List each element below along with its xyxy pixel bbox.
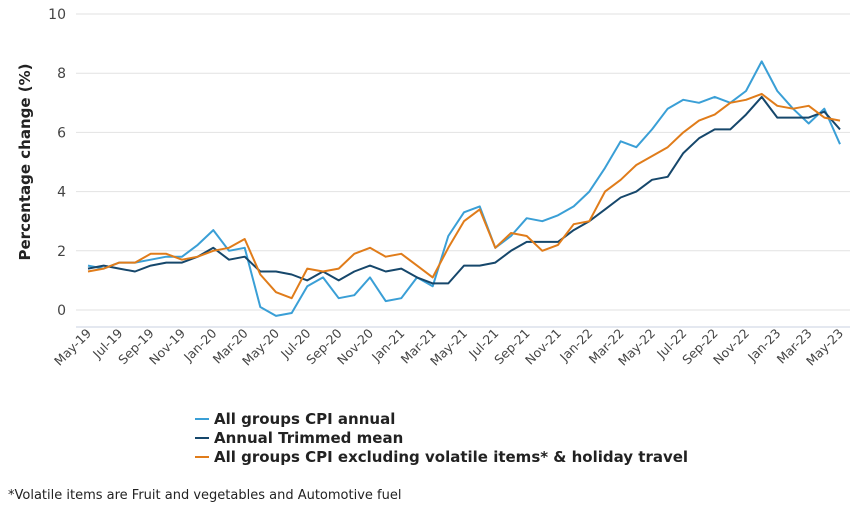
- legend-item-trimmed-mean[interactable]: Annual Trimmed mean: [195, 428, 688, 447]
- y-tick-label: 4: [57, 185, 66, 201]
- y-axis-title: Percentage change (%): [16, 64, 34, 261]
- series-line-0: [87, 60, 841, 317]
- legend-swatch: [195, 455, 209, 458]
- y-tick-label: 0: [57, 303, 66, 319]
- footnote: *Volatile items are Fruit and vegetables…: [8, 488, 402, 503]
- y-tick-label: 8: [57, 66, 66, 82]
- legend-swatch: [195, 436, 209, 439]
- legend-item-cpi[interactable]: All groups CPI annual: [195, 409, 688, 428]
- legend-item-excl-volatile[interactable]: All groups CPI excluding volatile items*…: [195, 447, 688, 466]
- legend-swatch: [195, 417, 209, 420]
- y-tick-label: 6: [57, 125, 66, 141]
- series-line-2: [87, 92, 841, 300]
- legend: All groups CPI annual Annual Trimmed mea…: [195, 409, 688, 466]
- legend-label: All groups CPI excluding volatile items*…: [214, 447, 689, 466]
- y-tick-label: 10: [48, 7, 66, 23]
- y-tick-label: 2: [57, 244, 66, 260]
- legend-label: Annual Trimmed mean: [214, 428, 404, 447]
- legend-label: All groups CPI annual: [214, 409, 396, 428]
- series-line-1: [87, 95, 841, 285]
- x-tick-label: May-19: [51, 325, 94, 368]
